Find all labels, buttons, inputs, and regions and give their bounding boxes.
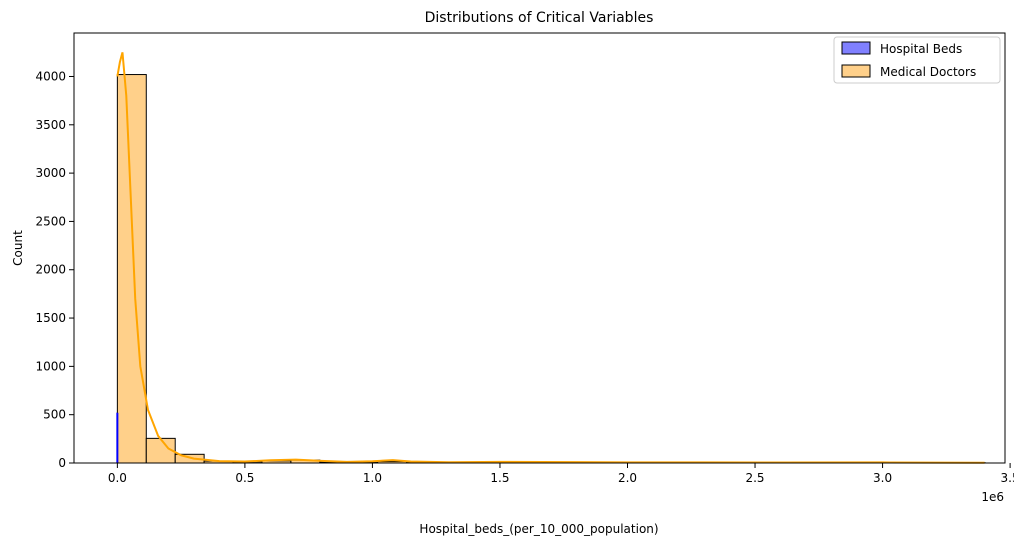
x-tick-label: 0.5 [235,471,254,485]
x-offset-label: 1e6 [981,490,1004,504]
y-tick-label: 500 [43,408,66,422]
x-tick-label: 2.0 [618,471,637,485]
x-axis: 0.0 0.5 1.0 1.5 2.0 2.5 3.0 3.5 [108,463,1014,485]
chart-title: Distributions of Critical Variables [425,10,654,26]
x-tick-label: 1.0 [363,471,382,485]
x-tick-label: 2.5 [745,471,764,485]
y-tick-label: 1000 [35,359,66,373]
y-axis-label: Count [11,230,25,266]
x-tick-label: 3.5 [1001,471,1014,485]
y-axis: 0 500 1000 1500 2000 2500 3000 3500 4000 [35,69,74,470]
legend-label-medical-doctors: Medical Doctors [880,65,976,79]
plot-area [74,33,1005,463]
y-tick-label: 2000 [35,263,66,277]
legend-swatch-medical-doctors [841,64,871,78]
legend-box [833,36,1001,84]
x-tick-label: 0.0 [108,471,127,485]
y-tick-label: 1500 [35,311,66,325]
medical-doctors-kde-line [116,52,985,464]
legend: Hospital Beds Medical Doctors [833,36,1001,84]
x-axis-label: Hospital_beds_(per_10_000_population) [419,522,658,536]
legend-swatch-hospital-beds [841,41,871,55]
y-tick-label: 3500 [35,118,66,132]
legend-label-hospital-beds: Hospital Beds [880,42,962,56]
y-tick-label: 4000 [35,69,66,83]
x-tick-label: 1.5 [490,471,509,485]
y-tick-label: 0 [58,456,66,470]
y-tick-label: 3000 [35,166,66,180]
medical-doctors-bar-0 [116,74,147,464]
y-tick-label: 2500 [35,214,66,228]
plot-frame [73,32,1006,464]
x-tick-label: 3.0 [873,471,892,485]
